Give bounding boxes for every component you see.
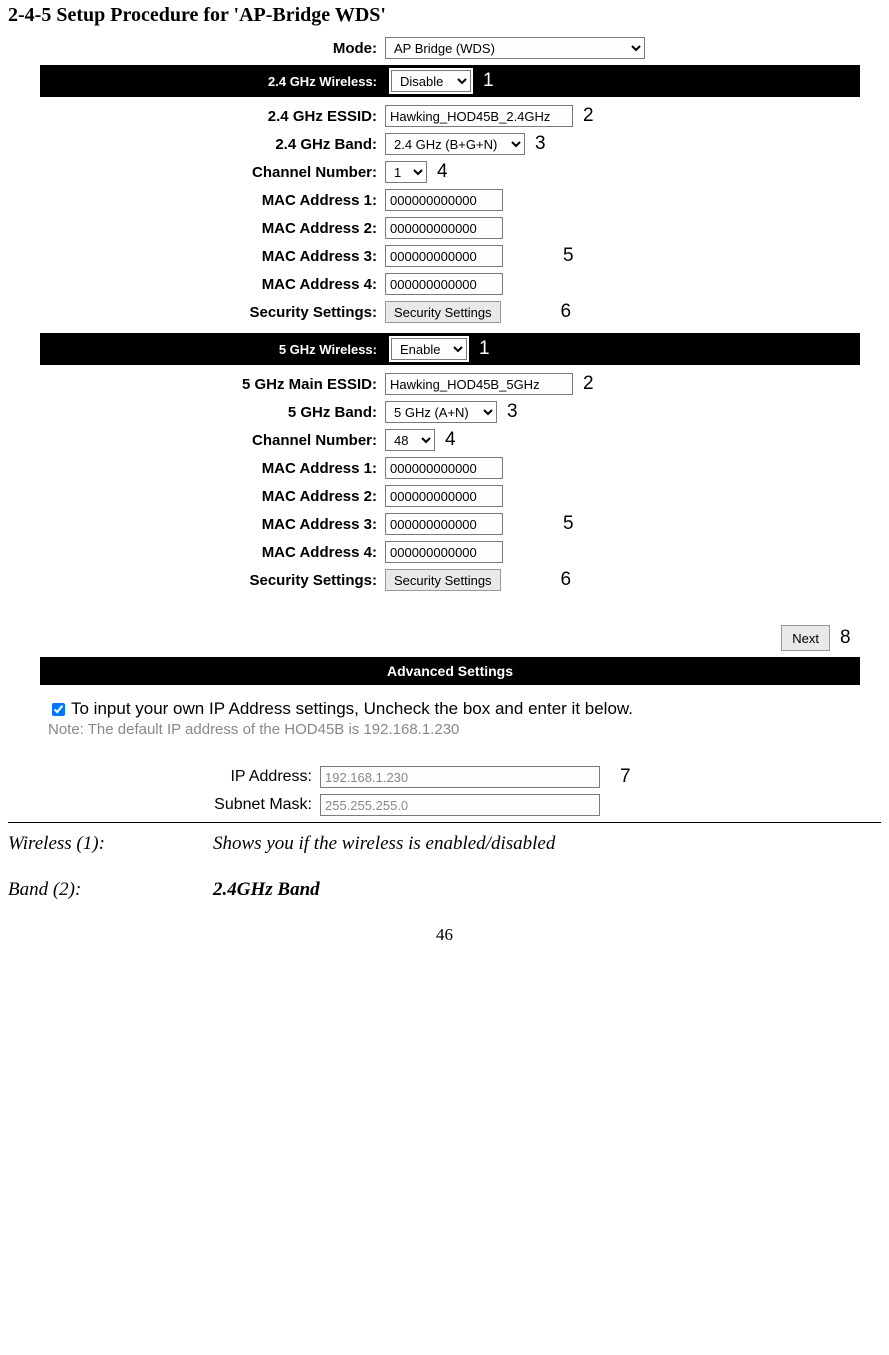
mac2-5-label: MAC Address 2:: [40, 488, 385, 505]
next-button[interactable]: Next: [781, 625, 830, 651]
annotation-6b: 6: [561, 569, 572, 591]
annotation-1a: 1: [483, 70, 494, 92]
desc1-term: Wireless (1):: [8, 833, 213, 855]
annotation-4a: 4: [437, 161, 448, 183]
security-2-4-label: Security Settings:: [40, 304, 385, 321]
mac2-2-4-label: MAC Address 2:: [40, 220, 385, 237]
ip-settings-checkbox-label: To input your own IP Address settings, U…: [71, 699, 633, 719]
annotation-1b: 1: [479, 338, 490, 360]
annotation-2a: 2: [583, 105, 594, 127]
mac4-5-label: MAC Address 4:: [40, 544, 385, 561]
annotation-3a: 3: [535, 133, 546, 155]
subnet-mask-input[interactable]: [320, 794, 600, 816]
mac3-2-4-label: MAC Address 3:: [40, 248, 385, 265]
mac2-5-input[interactable]: [385, 485, 503, 507]
security-5-button[interactable]: Security Settings: [385, 569, 501, 591]
security-5-label: Security Settings:: [40, 572, 385, 589]
mac3-5-input[interactable]: [385, 513, 503, 535]
channel-5-select[interactable]: 48: [385, 429, 435, 451]
essid-2-4-label: 2.4 GHz ESSID:: [40, 108, 385, 125]
annotation-4b: 4: [445, 429, 456, 451]
band-5-label: 5 GHz Band:: [40, 404, 385, 421]
mac3-2-4-input[interactable]: [385, 245, 503, 267]
subnet-mask-label: Subnet Mask:: [40, 796, 320, 814]
desc2-def: 2.4GHz Band: [213, 879, 881, 901]
mac1-2-4-input[interactable]: [385, 189, 503, 211]
ip-address-label: IP Address:: [40, 768, 320, 786]
description-row-2: Band (2): 2.4GHz Band: [8, 879, 881, 901]
channel-2-4-label: Channel Number:: [40, 164, 385, 181]
annotation-5b: 5: [563, 513, 574, 535]
page-number: 46: [8, 925, 881, 945]
ip-settings-checkbox[interactable]: [52, 703, 65, 716]
mode-select[interactable]: AP Bridge (WDS): [385, 37, 645, 59]
section-2-4ghz-header: 2.4 GHz Wireless: Disable 1: [40, 65, 860, 97]
wireless-2-4-select[interactable]: Disable: [391, 70, 471, 92]
band-5-select[interactable]: 5 GHz (A+N): [385, 401, 497, 423]
mac1-2-4-label: MAC Address 1:: [40, 192, 385, 209]
channel-5-label: Channel Number:: [40, 432, 385, 449]
ip-note: Note: The default IP address of the HOD4…: [40, 721, 860, 738]
band-2-4-select[interactable]: 2.4 GHz (B+G+N): [385, 133, 525, 155]
security-2-4-button[interactable]: Security Settings: [385, 301, 501, 323]
wireless-5-select[interactable]: Enable: [391, 338, 467, 360]
essid-2-4-input[interactable]: [385, 105, 573, 127]
wireless-2-4-label: 2.4 GHz Wireless:: [40, 74, 385, 89]
mac1-5-label: MAC Address 1:: [40, 460, 385, 477]
mac4-2-4-input[interactable]: [385, 273, 503, 295]
annotation-8: 8: [840, 627, 860, 649]
band-2-4-label: 2.4 GHz Band:: [40, 136, 385, 153]
essid-5-label: 5 GHz Main ESSID:: [40, 376, 385, 393]
section-5ghz-header: 5 GHz Wireless: Enable 1: [40, 333, 860, 365]
divider: [8, 822, 881, 823]
channel-2-4-select[interactable]: 1: [385, 161, 427, 183]
mode-label: Mode:: [40, 40, 385, 57]
mac3-5-label: MAC Address 3:: [40, 516, 385, 533]
annotation-2b: 2: [583, 373, 594, 395]
mac1-5-input[interactable]: [385, 457, 503, 479]
annotation-6a: 6: [561, 301, 572, 323]
essid-5-input[interactable]: [385, 373, 573, 395]
desc1-def: Shows you if the wireless is enabled/dis…: [213, 833, 881, 855]
advanced-settings-header: Advanced Settings: [40, 657, 860, 685]
desc2-term: Band (2):: [8, 879, 213, 901]
ip-address-input[interactable]: [320, 766, 600, 788]
annotation-5a: 5: [563, 245, 574, 267]
description-row-1: Wireless (1): Shows you if the wireless …: [8, 833, 881, 855]
mac2-2-4-input[interactable]: [385, 217, 503, 239]
page-heading: 2-4-5 Setup Procedure for 'AP-Bridge WDS…: [8, 4, 881, 27]
config-screenshot: Mode: AP Bridge (WDS) 2.4 GHz Wireless: …: [40, 37, 860, 816]
annotation-7: 7: [620, 766, 631, 788]
wireless-5-label: 5 GHz Wireless:: [40, 342, 385, 357]
mac4-5-input[interactable]: [385, 541, 503, 563]
mac4-2-4-label: MAC Address 4:: [40, 276, 385, 293]
annotation-3b: 3: [507, 401, 518, 423]
